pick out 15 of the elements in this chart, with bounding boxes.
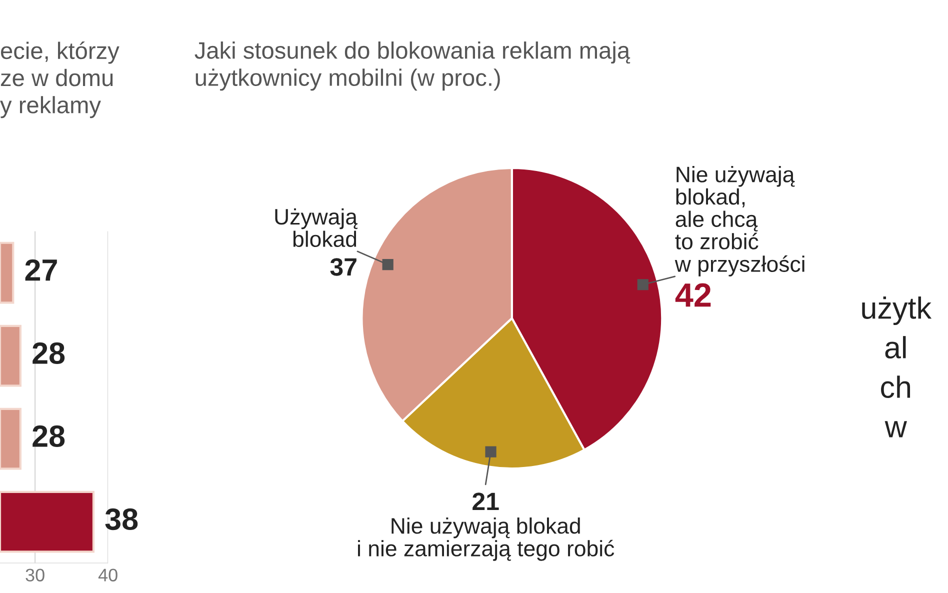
- data-label: 37: [330, 258, 356, 276]
- data-label: 27: [25, 259, 57, 281]
- data-label: 21: [472, 492, 499, 510]
- slice-label: Używają blokad: [275, 208, 358, 248]
- data-label: 28: [32, 342, 65, 364]
- x-tick-label: 30: [26, 568, 44, 582]
- data-label: 42: [675, 283, 711, 307]
- chart-title: ecie, którzy ze w domu y reklamy: [0, 42, 120, 118]
- data-label: 28: [32, 425, 65, 448]
- x-tick-label: 40: [98, 568, 118, 582]
- slice-label: Nie używają blokad, ale chcą to zrobić w przyszłości: [674, 166, 804, 276]
- text: użytk al ch w: [862, 296, 932, 438]
- data-label: 38: [105, 508, 138, 530]
- chart-title: Jaki stosunek do blokowania reklam mają użytkownicy mobilni (w proc.): [194, 42, 630, 91]
- slice-label: Nie używają blokad i nie zamierzają tego robić: [358, 517, 614, 561]
